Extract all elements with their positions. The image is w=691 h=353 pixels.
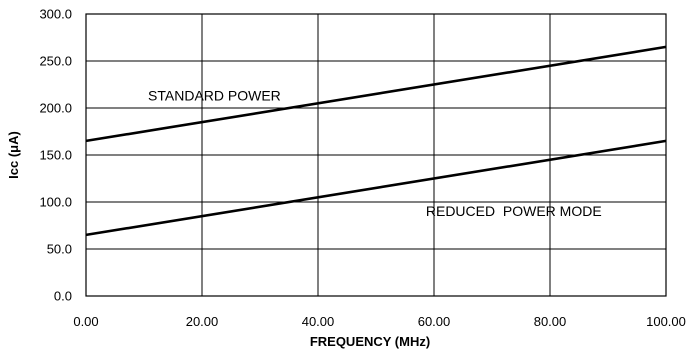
series-line-2 xyxy=(85,139,667,237)
y-tick-label: 100.0 xyxy=(39,195,72,210)
series-labels: STANDARD POWER REDUCED POWER MODE xyxy=(148,87,602,219)
y-tick-label: 250.0 xyxy=(39,54,72,69)
y-tick-label: 200.0 xyxy=(39,101,72,116)
y-tick-label: 0.0 xyxy=(54,289,72,304)
series-line-1 xyxy=(85,45,667,143)
x-tick-label: 60.00 xyxy=(418,314,451,329)
y-axis-title: Icc (μA) xyxy=(6,131,21,179)
x-tick-label: 0.00 xyxy=(73,314,98,329)
x-tick-label: 40.00 xyxy=(302,314,335,329)
x-tick-label: 80.00 xyxy=(534,314,567,329)
x-axis-title: FREQUENCY (MHz) xyxy=(310,334,430,349)
series-label-2: REDUCED POWER MODE xyxy=(426,203,602,219)
x-tick-label: 20.00 xyxy=(186,314,219,329)
y-tick-labels: 0.0 50.0 100.0 150.0 200.0 250.0 300.0 xyxy=(39,7,72,304)
series-lines xyxy=(85,45,667,237)
y-tick-label: 150.0 xyxy=(39,148,72,163)
plot-frame xyxy=(85,13,667,297)
x-tick-label: 100.00 xyxy=(646,314,686,329)
x-tick-labels: 0.00 20.00 40.00 60.00 80.00 100.00 xyxy=(73,314,686,329)
y-tick-label: 50.0 xyxy=(47,242,72,257)
y-tick-label: 300.0 xyxy=(39,7,72,22)
series-label-1: STANDARD POWER xyxy=(148,87,281,103)
